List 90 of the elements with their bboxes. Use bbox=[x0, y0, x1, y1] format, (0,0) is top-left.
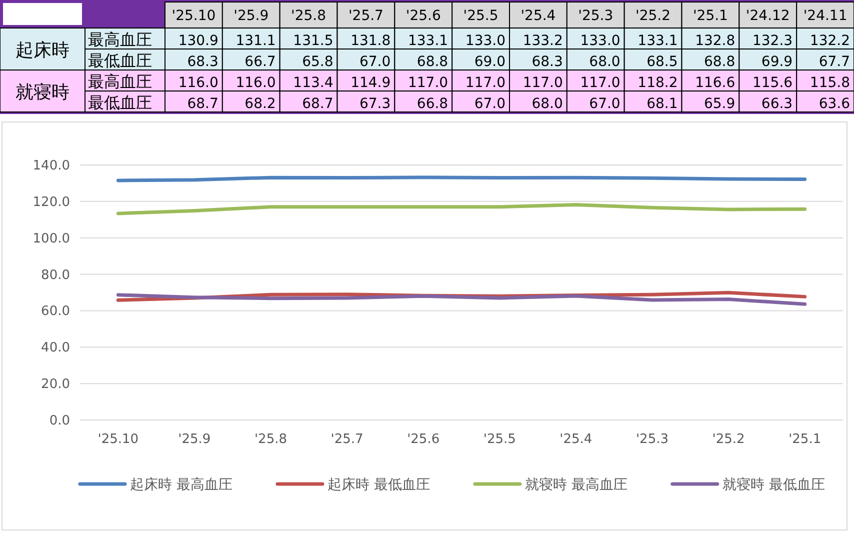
line-series bbox=[116, 202, 807, 216]
data-label: 67.0 bbox=[589, 96, 620, 112]
x-tick-label: '25.6 bbox=[406, 8, 441, 24]
x-tick-label: '25.7 bbox=[330, 432, 364, 447]
x-tick-label: '25.5 bbox=[483, 432, 516, 447]
legend-label: 就寝時 最高血圧 bbox=[524, 477, 628, 493]
legend-label: 起床時 最高血圧 bbox=[130, 477, 232, 493]
data-label: 68.0 bbox=[532, 96, 563, 112]
data-label: 66.7 bbox=[244, 54, 276, 70]
data-label: 114.9 bbox=[350, 75, 391, 91]
data-label: 131.8 bbox=[350, 33, 391, 49]
data-label: 68.3 bbox=[187, 54, 218, 70]
data-label: 130.9 bbox=[178, 33, 218, 49]
data-label: 68.5 bbox=[646, 54, 678, 70]
x-tick-label: '24.12 bbox=[746, 8, 790, 24]
x-tick-label: '25.10 bbox=[172, 8, 216, 24]
data-label: 68.0 bbox=[589, 54, 620, 70]
data-label: 68.8 bbox=[704, 54, 736, 70]
data-label: 67.7 bbox=[818, 54, 850, 70]
data-label: 132.2 bbox=[810, 33, 850, 49]
x-tick-label: '25.9 bbox=[234, 8, 269, 24]
x-tick-label: '25.1 bbox=[692, 8, 728, 24]
data-label: 133.1 bbox=[638, 33, 678, 49]
data-label: 115.6 bbox=[752, 75, 793, 91]
data-label: 66.3 bbox=[761, 96, 793, 112]
y-tick-label: 最高血圧 bbox=[88, 30, 152, 49]
data-label: 67.3 bbox=[359, 96, 391, 112]
line-series bbox=[116, 293, 807, 306]
x-tick-label: '25.8 bbox=[291, 8, 326, 24]
data-label: 68.3 bbox=[532, 54, 563, 70]
x-tick-label: '24.11 bbox=[803, 8, 848, 24]
x-tick-label: '25.5 bbox=[463, 8, 498, 24]
y-tick-label: 100.0 bbox=[32, 231, 70, 246]
x-tick-label: '25.2 bbox=[636, 8, 671, 24]
data-label: 65.8 bbox=[302, 54, 334, 70]
x-tick-label: '25.1 bbox=[788, 432, 822, 447]
y-tick-label: 最高血圧 bbox=[88, 72, 152, 91]
data-label: 69.0 bbox=[474, 54, 506, 70]
y-tick-label: 最低血圧 bbox=[88, 93, 152, 112]
data-label: 131.1 bbox=[236, 33, 276, 49]
x-tick-label: '25.3 bbox=[578, 8, 614, 24]
y-tick-label: 80.0 bbox=[41, 268, 70, 283]
data-label: 68.7 bbox=[187, 96, 218, 112]
data-label: 116.6 bbox=[695, 75, 736, 91]
x-tick-label: '25.3 bbox=[636, 432, 669, 447]
data-label: 69.9 bbox=[761, 54, 793, 70]
data-label: 117.0 bbox=[580, 75, 620, 91]
data-label: 117.0 bbox=[522, 75, 563, 91]
legend-label: 起床時 最低血圧 bbox=[327, 477, 430, 493]
y-tick-label: 20.0 bbox=[41, 377, 70, 392]
data-label: 63.6 bbox=[818, 96, 850, 112]
y-tick-label: 120.0 bbox=[32, 194, 70, 210]
text: 就寝時 bbox=[16, 82, 70, 103]
data-label: 133.0 bbox=[465, 33, 506, 49]
data-label: 68.1 bbox=[646, 96, 678, 112]
text: 起床時 bbox=[16, 40, 70, 61]
x-tick-label: '25.6 bbox=[407, 432, 440, 447]
data-label: 67.0 bbox=[474, 96, 506, 112]
data-label: 133.1 bbox=[408, 33, 448, 49]
x-tick-label: '25.9 bbox=[178, 432, 211, 447]
data-label: 133.2 bbox=[522, 33, 563, 49]
data-label: 68.2 bbox=[244, 96, 276, 112]
data-label: 117.0 bbox=[408, 75, 448, 91]
y-tick-label: 0.0 bbox=[49, 414, 70, 428]
y-tick-label: 140.0 bbox=[32, 158, 70, 174]
data-label: 133.0 bbox=[580, 33, 620, 49]
data-label: 66.8 bbox=[416, 96, 448, 112]
x-tick-label: '25.8 bbox=[254, 432, 288, 447]
data-label: 118.2 bbox=[638, 75, 678, 91]
legend-label: 就寝時 最低血圧 bbox=[722, 477, 825, 493]
data-label: 116.0 bbox=[236, 75, 276, 91]
data-label: 131.5 bbox=[293, 33, 334, 49]
data-label: 132.8 bbox=[695, 33, 736, 49]
x-tick-label: '25.4 bbox=[520, 8, 556, 24]
x-tick-label: '25.7 bbox=[348, 8, 384, 24]
x-tick-label: '25.2 bbox=[712, 432, 745, 447]
data-label: 116.0 bbox=[178, 75, 218, 91]
data-label: 67.0 bbox=[359, 54, 391, 70]
data-label: 117.0 bbox=[465, 75, 506, 91]
y-tick-label: 60.0 bbox=[41, 304, 70, 320]
data-label: 68.8 bbox=[416, 54, 448, 70]
x-tick-label: '25.4 bbox=[560, 432, 592, 447]
data-label: 115.8 bbox=[810, 75, 850, 91]
data-label: 113.4 bbox=[293, 75, 334, 91]
data-label: 68.7 bbox=[302, 96, 334, 112]
data-label: 65.9 bbox=[704, 96, 736, 112]
data-label: 132.3 bbox=[752, 33, 793, 49]
x-tick-label: '25.10 bbox=[98, 432, 139, 447]
y-tick-label: 40.0 bbox=[41, 340, 70, 356]
y-tick-label: 最低血圧 bbox=[88, 51, 152, 70]
